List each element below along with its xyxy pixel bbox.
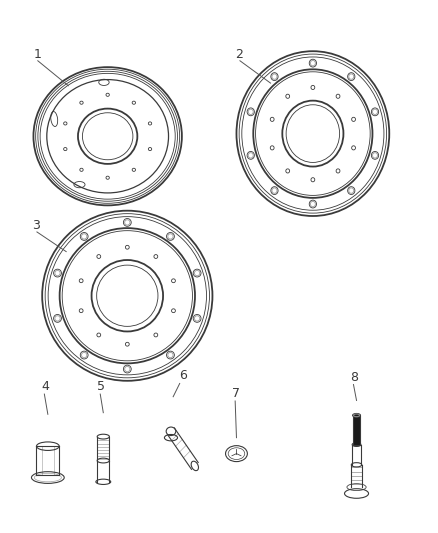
Ellipse shape xyxy=(353,414,360,417)
Text: 8: 8 xyxy=(350,371,358,384)
Text: 2: 2 xyxy=(235,47,243,61)
Text: 1: 1 xyxy=(33,47,41,61)
Bar xyxy=(353,415,360,445)
Text: 5: 5 xyxy=(97,380,105,393)
Text: 3: 3 xyxy=(32,219,40,232)
Text: 4: 4 xyxy=(41,380,49,393)
Text: 6: 6 xyxy=(179,369,187,382)
Text: 7: 7 xyxy=(232,387,240,400)
